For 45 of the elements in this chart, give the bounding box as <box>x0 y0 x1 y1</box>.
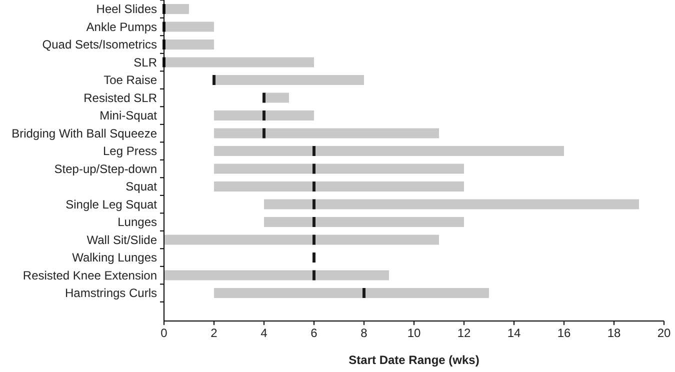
y-tick-label: Resisted SLR <box>84 90 158 105</box>
x-axis-title: Start Date Range (wks) <box>348 353 480 367</box>
x-tick-label: 18 <box>607 326 621 340</box>
x-tick-label: 8 <box>360 326 368 340</box>
bar <box>214 146 564 156</box>
y-tick-label: Bridging With Ball Squeeze <box>12 126 158 140</box>
x-tick-label: 2 <box>210 326 218 340</box>
y-tick-label: SLR <box>134 55 158 70</box>
bar <box>214 110 314 120</box>
bar <box>264 217 464 227</box>
x-tick-label: 4 <box>260 326 268 340</box>
x-tick-label: 14 <box>507 326 521 340</box>
bar <box>164 57 314 68</box>
y-tick-label: Step-up/Step-down <box>54 162 157 176</box>
bar <box>164 22 214 32</box>
y-tick-label: Walking Lunges <box>72 250 157 264</box>
bar <box>164 4 189 14</box>
x-tick-label: 20 <box>657 326 671 340</box>
y-tick-label: Leg Press <box>102 144 157 158</box>
y-tick-label: Single Leg Squat <box>66 197 158 212</box>
y-tick-label: Hamstrings Curls <box>64 286 157 300</box>
bar <box>264 92 289 103</box>
y-tick-label: Toe Raise <box>104 73 158 87</box>
y-tick-label: Mini-Squat <box>100 108 158 122</box>
y-tick-label: Squat <box>126 180 158 194</box>
bar <box>214 182 464 192</box>
bar <box>264 199 639 210</box>
y-tick-label: Heel Slides <box>96 2 157 16</box>
x-tick-label: 10 <box>407 326 421 340</box>
bar <box>164 270 389 280</box>
x-tick-label: 16 <box>557 326 571 340</box>
y-tick-label: Lunges <box>118 215 157 229</box>
bar <box>164 234 439 245</box>
bar <box>214 128 439 138</box>
bar <box>214 288 489 298</box>
y-tick-label: Ankle Pumps <box>86 20 157 34</box>
bar <box>214 164 464 174</box>
x-tick-label: 6 <box>310 326 318 340</box>
y-tick-label: Wall Sit/Slide <box>86 232 158 247</box>
x-tick-label: 12 <box>457 326 471 340</box>
bar <box>164 40 214 50</box>
y-tick-label: Resisted Knee Extension <box>22 268 157 282</box>
y-tick-label: Quad Sets/Isometrics <box>42 38 157 52</box>
bar <box>214 75 364 85</box>
x-tick-label: 0 <box>160 326 168 340</box>
